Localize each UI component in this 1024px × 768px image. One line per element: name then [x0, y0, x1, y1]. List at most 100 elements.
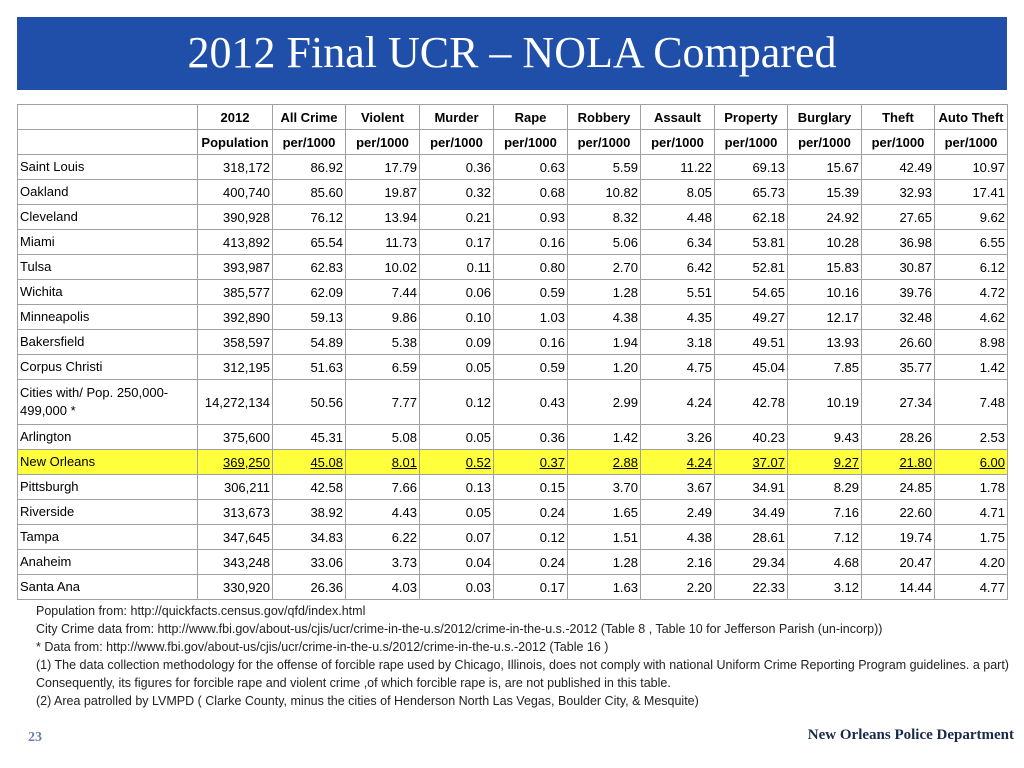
cell: 1.75: [934, 524, 1008, 550]
header-cell: Robbery: [567, 104, 641, 130]
cell: 0.93: [493, 204, 568, 230]
note-line: (2) Area patrolled by LVMPD ( Clarke Cou…: [36, 694, 699, 708]
cell: 1.42: [567, 424, 641, 450]
cell: 0.17: [493, 574, 568, 600]
cell: 9.62: [934, 204, 1008, 230]
cell: 0.52: [419, 449, 494, 475]
table-row: Anaheim 343,248 33.06 3.73 0.04 0.24 1.28 2.16 2…: [17, 549, 1008, 575]
city-name: Tulsa: [17, 254, 198, 280]
table-row: New Orleans 369,250 45.08 8.01 0.52 0.37 2.88 4…: [17, 449, 1008, 475]
cell: 62.18: [714, 204, 788, 230]
header-row: 2012 All Crime Violent Murder Rape Robbery Ass…: [17, 104, 1008, 130]
table-row: Wichita 385,577 62.09 7.44 0.06 0.59 1.28 5.51 5…: [17, 279, 1008, 305]
header-cell: per/1000: [493, 129, 568, 155]
cell: 0.11: [419, 254, 494, 280]
cell: 17.41: [934, 179, 1008, 205]
cell: 1.78: [934, 474, 1008, 500]
cell: 0.68: [493, 179, 568, 205]
cell: 6.55: [934, 229, 1008, 255]
cell: 2.88: [567, 449, 641, 475]
cell: 65.54: [272, 229, 346, 255]
cell: 15.83: [787, 254, 862, 280]
cell: 0.43: [493, 379, 568, 425]
cell: 6.22: [345, 524, 420, 550]
cell: 4.71: [934, 499, 1008, 525]
cell: 4.24: [640, 379, 715, 425]
cell: 10.19: [787, 379, 862, 425]
cell: 3.73: [345, 549, 420, 575]
header-cell: 2012: [197, 104, 273, 130]
cell: 24.92: [787, 204, 862, 230]
header-cell: per/1000: [272, 129, 346, 155]
cell: 4.62: [934, 304, 1008, 330]
cell: 26.60: [861, 329, 935, 355]
cell: 8.05: [640, 179, 715, 205]
cell: 0.15: [493, 474, 568, 500]
cell: 30.87: [861, 254, 935, 280]
cell: 49.51: [714, 329, 788, 355]
cell: 0.24: [493, 499, 568, 525]
header-cell: Auto Theft: [934, 104, 1008, 130]
header-row: Population per/1000 per/1000 per/1000 per/10…: [17, 129, 1008, 155]
cell: 8.98: [934, 329, 1008, 355]
cell: 7.16: [787, 499, 862, 525]
cell: 20.47: [861, 549, 935, 575]
cell: 7.77: [345, 379, 420, 425]
cell: 0.36: [419, 154, 494, 180]
header-cell: per/1000: [787, 129, 862, 155]
cell: 5.51: [640, 279, 715, 305]
note-line: Population from: http://quickfacts.censu…: [36, 604, 366, 618]
cell: 59.13: [272, 304, 346, 330]
cell: 5.06: [567, 229, 641, 255]
cell: 0.80: [493, 254, 568, 280]
cell: 1.63: [567, 574, 641, 600]
header-cell: [17, 104, 198, 130]
cell: 0.13: [419, 474, 494, 500]
cell: 358,597: [197, 329, 273, 355]
cell: 5.38: [345, 329, 420, 355]
cell: 400,740: [197, 179, 273, 205]
cell: 10.16: [787, 279, 862, 305]
cell: 10.97: [934, 154, 1008, 180]
cell: 347,645: [197, 524, 273, 550]
cell: 4.48: [640, 204, 715, 230]
city-name: New Orleans: [17, 449, 198, 475]
table-row: Arlington 375,600 45.31 5.08 0.05 0.36 1.42 3.2…: [17, 424, 1008, 450]
cell: 34.83: [272, 524, 346, 550]
cell: 21.80: [861, 449, 935, 475]
cell: 392,890: [197, 304, 273, 330]
cell: 6.00: [934, 449, 1008, 475]
cell: 9.86: [345, 304, 420, 330]
city-name: Pittsburgh: [17, 474, 198, 500]
slide-title: 2012 Final UCR – NOLA Compared: [187, 28, 837, 77]
cell: 4.03: [345, 574, 420, 600]
cell: 0.04: [419, 549, 494, 575]
city-name: Tampa: [17, 524, 198, 550]
header-cell: per/1000: [861, 129, 935, 155]
cell: 0.32: [419, 179, 494, 205]
table-row: Tulsa 393,987 62.83 10.02 0.11 0.80 2.70 6.42 52…: [17, 254, 1008, 280]
header-cell: Theft: [861, 104, 935, 130]
cell: 15.39: [787, 179, 862, 205]
header-cell: Property: [714, 104, 788, 130]
cell: 27.34: [861, 379, 935, 425]
table-row: Bakersfield 358,597 54.89 5.38 0.09 0.16 1.94 3…: [17, 329, 1008, 355]
cell: 4.38: [640, 524, 715, 550]
city-name: Cities with/ Pop. 250,000-499,000 *: [17, 379, 198, 425]
cell: 3.70: [567, 474, 641, 500]
cell: 11.22: [640, 154, 715, 180]
cell: 10.02: [345, 254, 420, 280]
cell: 6.59: [345, 354, 420, 380]
cell: 4.43: [345, 499, 420, 525]
cell: 8.29: [787, 474, 862, 500]
cell: 306,211: [197, 474, 273, 500]
cell: 2.53: [934, 424, 1008, 450]
cell: 4.38: [567, 304, 641, 330]
cell: 7.12: [787, 524, 862, 550]
header-cell: [17, 129, 198, 155]
cell: 27.65: [861, 204, 935, 230]
cell: 35.77: [861, 354, 935, 380]
header-cell: Burglary: [787, 104, 862, 130]
page-number: 23: [28, 730, 42, 745]
